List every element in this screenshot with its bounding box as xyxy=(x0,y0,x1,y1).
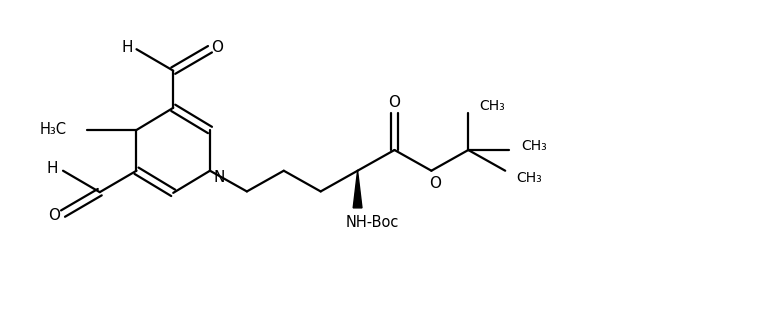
Text: H: H xyxy=(122,40,134,55)
Text: H: H xyxy=(47,161,58,176)
Text: NH-Boc: NH-Boc xyxy=(346,215,399,230)
Text: O: O xyxy=(388,95,400,110)
Text: CH₃: CH₃ xyxy=(479,99,505,113)
Text: O: O xyxy=(429,176,441,191)
Text: CH₃: CH₃ xyxy=(516,171,542,185)
Text: O: O xyxy=(211,40,223,55)
Text: N: N xyxy=(214,170,225,185)
Text: H₃C: H₃C xyxy=(39,123,66,138)
Text: O: O xyxy=(48,208,60,223)
Text: CH₃: CH₃ xyxy=(521,140,547,153)
Polygon shape xyxy=(354,171,362,208)
